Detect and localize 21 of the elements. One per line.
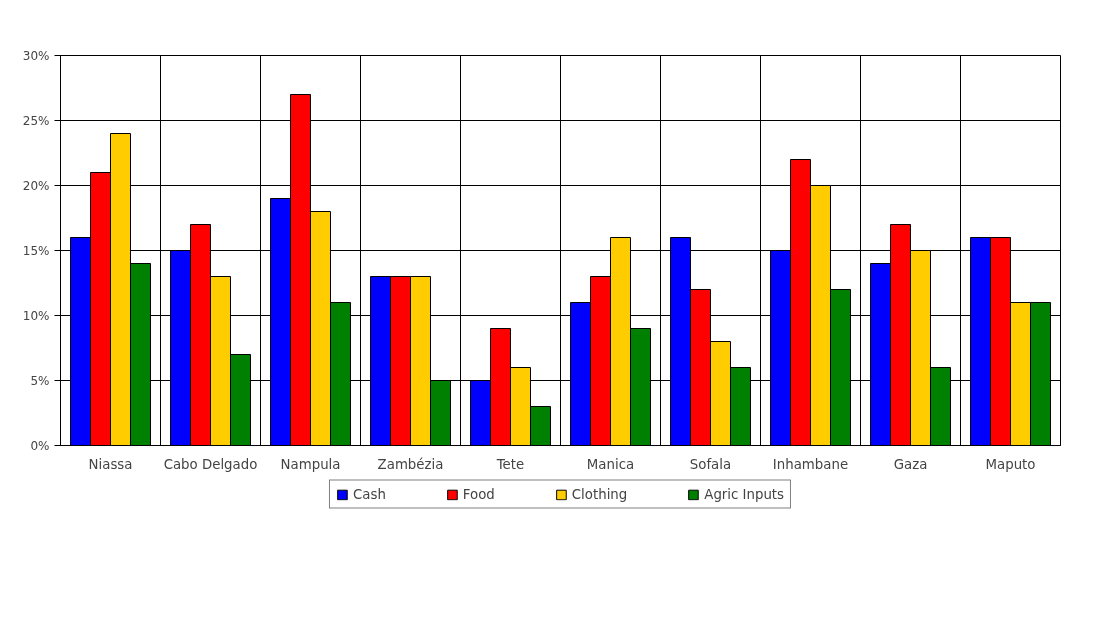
legend-label: Cash [352,486,386,502]
x-tick-label: Zambézia [377,456,444,472]
x-tick-label: Manica [586,456,635,472]
x-tick-label: Maputo [985,456,1036,472]
y-tick-label: 15% [22,243,50,258]
y-tick-label: 5% [30,373,50,388]
y-tick-label: 25% [22,113,50,128]
x-tick-label: Niassa [88,456,133,472]
x-tick-label: Tete [495,456,525,472]
x-tick-label: Gaza [893,456,928,472]
y-tick-label: 20% [22,178,50,193]
x-tick-label: Cabo Delgado [163,456,258,472]
legend-label: Agric Inputs [704,486,785,502]
y-tick-label: 10% [22,308,50,323]
legend-label: Clothing [571,486,628,502]
x-tick-label: Nampula [280,456,341,472]
y-tick-label: 30% [22,48,50,63]
x-tick-label: Inhambane [772,456,849,472]
legend-label: Food [462,486,495,502]
y-tick-label: 0% [30,438,50,453]
x-tick-label: Sofala [689,456,732,472]
